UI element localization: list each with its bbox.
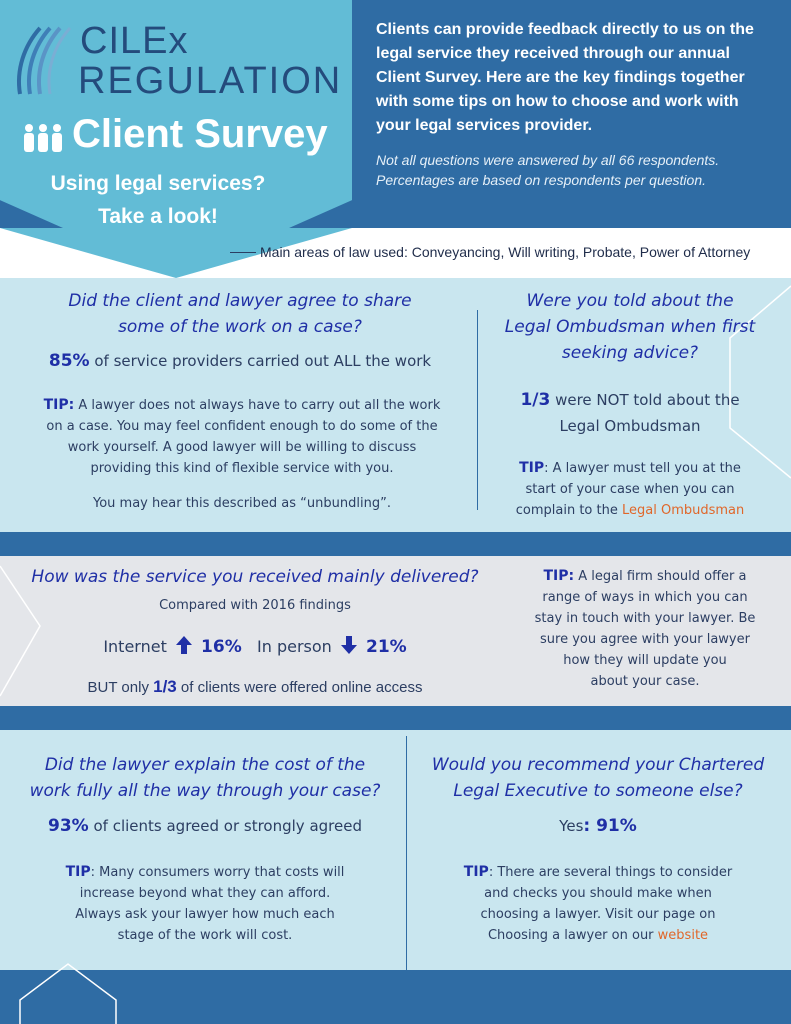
page-title: Client Survey	[72, 112, 328, 156]
divider-band	[0, 706, 791, 730]
logo-wordmark-line2: REGULATION	[78, 60, 343, 102]
respondents-note: Not all questions were answered by all 6…	[376, 152, 720, 188]
tip-recommend: TIP: There are several things to conside…	[463, 864, 733, 943]
delivery-change-row: Internet 16% In person 21%	[103, 636, 407, 657]
section-delivery	[0, 556, 791, 706]
question-recommend: Would you recommend your Chartered Legal…	[431, 755, 765, 801]
hexagon-outline-icon	[0, 565, 41, 697]
hexagon-outline-icon	[729, 285, 791, 479]
section-divider	[477, 310, 478, 510]
arrow-up-icon	[175, 636, 192, 654]
tip-ombudsman: TIP: A lawyer must tell you at the start…	[515, 460, 745, 518]
tip-work-share: TIP: A lawyer does not always have to ca…	[43, 397, 441, 476]
section-cost-recommend	[0, 730, 791, 970]
hexagon-outline-icon	[19, 963, 117, 1024]
arrow-down-icon	[340, 636, 357, 654]
areas-of-law: Main areas of law used: Conveyancing, Wi…	[260, 244, 751, 260]
question-cost: Did the lawyer explain the cost of the w…	[29, 755, 381, 801]
tagline-line1: Using legal services?	[50, 172, 266, 195]
intro-text: Clients can provide feedback directly to…	[376, 21, 754, 134]
question-ombudsman: Were you told about the Legal Ombudsman …	[504, 291, 756, 363]
website-link[interactable]: website	[657, 928, 709, 943]
comparison-note: Compared with 2016 findings	[159, 598, 351, 613]
people-icon	[24, 124, 62, 152]
footer-band	[0, 970, 791, 1024]
section-work-ombudsman	[0, 278, 791, 532]
legal-ombudsman-link[interactable]: Legal Ombudsman	[621, 503, 745, 518]
section-divider	[406, 736, 407, 970]
cilex-logo-icon	[17, 26, 72, 95]
tip-cost: TIP: Many consumers worry that costs wil…	[65, 864, 345, 943]
online-access-stat: BUT only 1/3 of clients were offered onl…	[87, 677, 423, 696]
tip-delivery: TIP: A legal firm should offer a range o…	[534, 568, 756, 689]
areas-rule	[230, 252, 256, 253]
stat-recommend: Yes: 91%	[559, 816, 637, 836]
logo-wordmark-line1: CILEx	[80, 20, 189, 62]
stat-cost: 93% of clients agreed or strongly agreed	[48, 816, 362, 836]
stat-work-share: 85% of service providers carried out ALL…	[48, 351, 432, 371]
question-delivery: How was the service you received mainly …	[31, 567, 479, 587]
stat-ombudsman: 1/3 were NOT told about the Legal Ombuds…	[520, 390, 740, 435]
unbundling-note: You may hear this described as “unbundli…	[93, 496, 391, 511]
question-work-share: Did the client and lawyer agree to share…	[68, 291, 412, 337]
divider-band	[0, 532, 791, 556]
tagline-line2: Take a look!	[98, 205, 218, 228]
